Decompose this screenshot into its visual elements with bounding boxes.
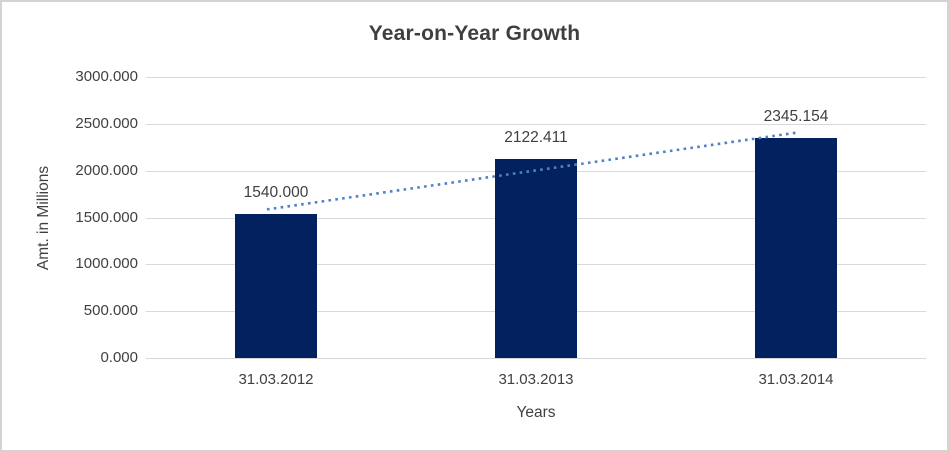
bar-31.03.2013 (495, 159, 577, 358)
gridline (146, 123, 926, 125)
y-axis-tick-label: 2500.000 (75, 114, 138, 132)
x-axis-tick-label: 31.03.2013 (498, 371, 574, 388)
data-label: 2345.154 (763, 108, 829, 126)
x-axis-title: Years (516, 404, 556, 421)
y-axis-tick-label: 1000.000 (75, 255, 138, 273)
y-axis-tick-label: 2000.000 (75, 161, 138, 179)
y-axis-tick-label: 500.000 (83, 302, 138, 320)
x-axis-tick-label: 31.03.2014 (758, 371, 834, 388)
chart-title: Year-on-Year Growth (368, 22, 581, 45)
data-label: 1540.000 (243, 183, 309, 201)
bar-31.03.2014 (755, 138, 837, 358)
gridline (146, 77, 926, 78)
y-axis-tick-label: 3000.000 (75, 68, 138, 85)
x-axis-line (146, 358, 926, 359)
y-axis-tick-label: 1500.000 (75, 208, 138, 226)
data-label: 2122.411 (504, 129, 568, 147)
bar-31.03.2012 (235, 213, 317, 358)
x-axis-tick-label: 31.03.2012 (238, 371, 314, 388)
y-axis-tick-label: 0.000 (100, 349, 138, 366)
